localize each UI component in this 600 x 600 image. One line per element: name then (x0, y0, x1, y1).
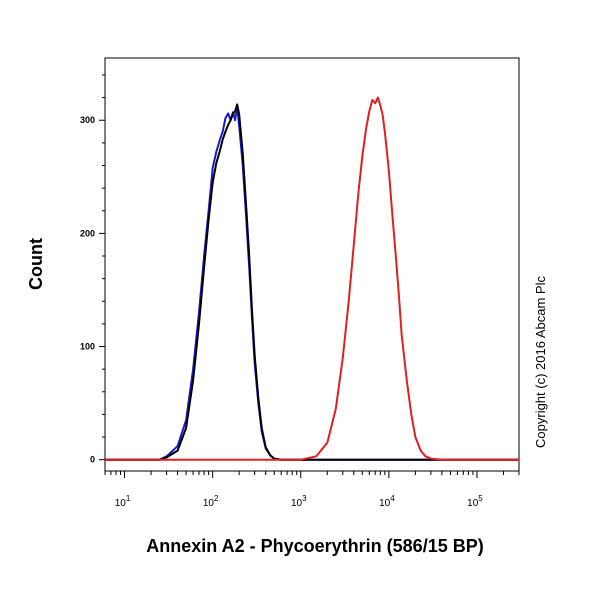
histogram-series-3 (105, 96, 519, 461)
plot-frame (104, 57, 520, 472)
y-tick-label: 0 (90, 455, 95, 465)
x-tick-label: 105 (467, 494, 483, 509)
y-tick-label: 100 (80, 342, 95, 352)
x-tick-label: 102 (203, 494, 219, 509)
y-tick-label: 300 (80, 115, 95, 125)
histogram-series-2 (105, 103, 519, 461)
y-axis-title: Count (26, 238, 46, 290)
histogram-series-1 (105, 105, 519, 461)
x-axis-title: Annexin A2 - Phycoerythrin (586/15 BP) (146, 536, 483, 556)
x-tick-label: 103 (291, 494, 307, 509)
histogram-series (105, 96, 519, 461)
x-axis-ticks: 101 102 103 104 105 (104, 471, 520, 509)
x-tick-label: 104 (379, 494, 395, 509)
y-tick-label: 200 (80, 228, 95, 238)
x-tick-label: 101 (115, 494, 131, 509)
copyright-notice: Copyright (c) 2016 Abcam Plc (533, 276, 548, 448)
y-axis-ticks: 0 100 200 300 (80, 74, 105, 465)
